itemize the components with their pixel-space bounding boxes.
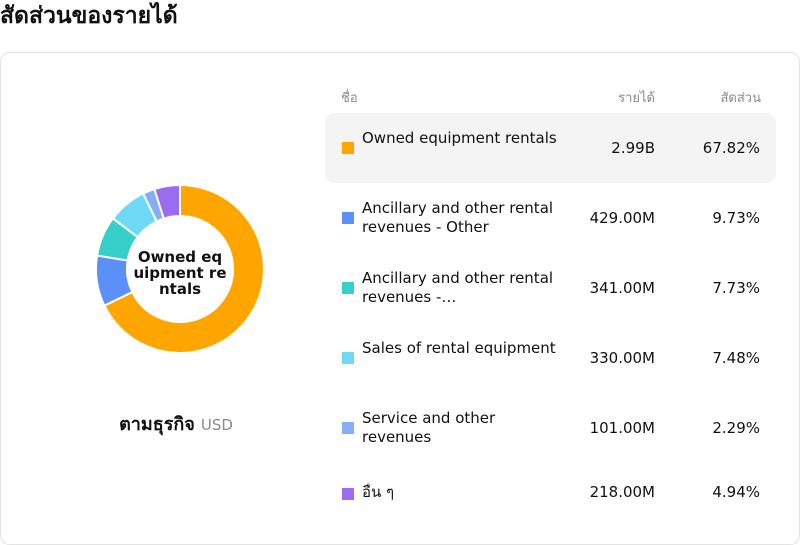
table-row[interactable]: Ancillary and other rental revenues -… 3… — [325, 253, 776, 323]
legend-swatch — [342, 142, 354, 154]
legend-swatch — [342, 282, 354, 294]
row-name: Owned equipment rentals — [362, 129, 557, 147]
header-share: สัดส่วน — [720, 91, 762, 106]
row-share: 9.73% — [712, 209, 760, 227]
row-revenue: 429.00M — [589, 209, 655, 227]
header-name: ชื่อ — [341, 91, 358, 106]
table-header: ชื่อ รายได้ สัดส่วน — [341, 87, 761, 107]
donut-center-label: Owned eq uipment re ntals — [122, 245, 238, 301]
donut-chart — [94, 183, 266, 355]
donut-caption: ตามธุรกิจ USD — [1, 409, 351, 438]
row-name: Ancillary and other rental revenues - Ot… — [362, 199, 554, 236]
table-row[interactable]: Service and other revenues 101.00M 2.29% — [325, 393, 776, 463]
center-label-line-1: Owned eq — [137, 248, 223, 266]
row-name: Service and other revenues — [362, 409, 496, 446]
page-title: สัดส่วนของรายได้ — [0, 3, 178, 29]
center-label-line-3: ntals — [158, 280, 202, 298]
row-revenue: 341.00M — [589, 279, 655, 297]
legend-swatch — [342, 352, 354, 364]
row-share: 7.73% — [712, 279, 760, 297]
row-name: Sales of rental equipment — [362, 339, 556, 357]
legend-swatch — [342, 422, 354, 434]
table-row[interactable]: Ancillary and other rental revenues - Ot… — [325, 183, 776, 253]
revenue-breakdown-card: Owned eq uipment re ntals ตามธุรกิจ USD ช… — [0, 52, 800, 545]
row-share: 67.82% — [702, 139, 760, 157]
donut-slice[interactable] — [103, 183, 265, 354]
caption-segment: ตามธุรกิจ — [119, 414, 195, 435]
legend-table: Owned equipment rentals 2.99B 67.82% Anc… — [325, 113, 776, 533]
row-revenue: 101.00M — [589, 419, 655, 437]
legend-swatch — [342, 488, 354, 500]
row-share: 2.29% — [712, 419, 760, 437]
row-name: Ancillary and other rental revenues -… — [362, 269, 554, 306]
legend-swatch — [342, 212, 354, 224]
row-share: 7.48% — [712, 349, 760, 367]
table-row[interactable]: Sales of rental equipment 330.00M 7.48% — [325, 323, 776, 393]
caption-unit: USD — [200, 416, 233, 434]
donut-slice[interactable] — [153, 183, 181, 220]
table-row[interactable]: Owned equipment rentals 2.99B 67.82% — [325, 113, 776, 183]
row-revenue: 218.00M — [589, 483, 655, 501]
header-revenue: รายได้ — [618, 91, 655, 106]
row-revenue: 2.99B — [611, 139, 655, 157]
row-revenue: 330.00M — [589, 349, 655, 367]
row-name: อื่น ๆ — [362, 483, 395, 501]
table-row[interactable]: อื่น ๆ 218.00M 4.94% — [325, 463, 776, 533]
center-label-line-2: uipment re — [133, 264, 227, 282]
row-share: 4.94% — [712, 483, 760, 501]
donut-svg — [95, 183, 265, 354]
